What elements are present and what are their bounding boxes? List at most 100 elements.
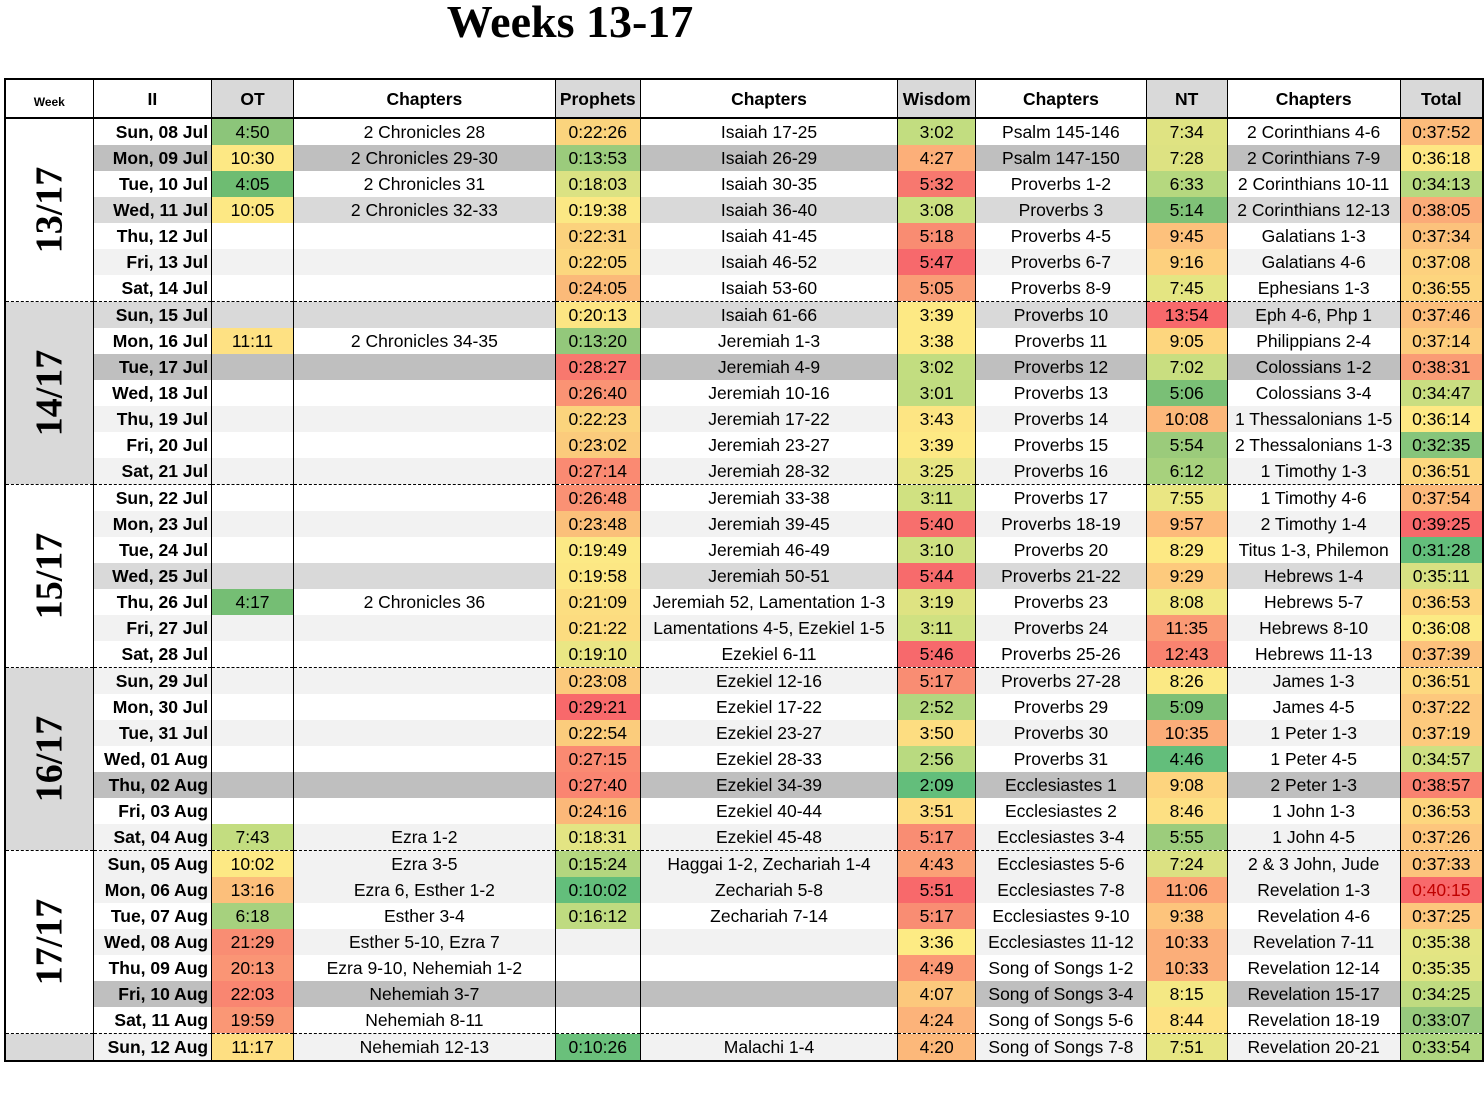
ot-chapters-cell	[292, 406, 556, 432]
nt-chapters-cell: 1 John 4-5	[1226, 824, 1401, 851]
ot-chapters-cell	[292, 484, 556, 511]
header-nt-chapters: Chapters	[1226, 79, 1401, 119]
ot-time-cell	[211, 772, 294, 798]
header-prophets-chapters: Chapters	[639, 79, 899, 119]
date-cell: Wed, 01 Aug	[92, 746, 213, 772]
ot-chapters-cell	[292, 667, 556, 694]
wisdom-chapters-cell: Proverbs 4-5	[975, 223, 1147, 249]
prophets-time-cell: 0:23:08	[554, 667, 641, 694]
prophets-time-cell: 0:19:38	[554, 197, 641, 223]
wisdom-time-cell: 4:07	[897, 981, 977, 1007]
day-row: Tue, 31 Jul 0:22:54 Ezekiel 23-27 3:50 Prove…	[5, 720, 1484, 746]
nt-chapters-cell: James 4-5	[1226, 694, 1401, 720]
wisdom-chapters-cell: Proverbs 15	[975, 432, 1147, 458]
nt-time-cell: 8:29	[1145, 537, 1228, 563]
ot-time-cell: 4:17	[211, 589, 294, 615]
ot-time-cell	[211, 275, 294, 302]
day-row: Tue, 24 Jul 0:19:49 Jeremiah 46-49 3:10 Prov…	[5, 537, 1484, 563]
total-time-cell: 0:33:54	[1399, 1033, 1484, 1061]
ot-chapters-cell: 2 Chronicles 32-33	[292, 197, 556, 223]
nt-chapters-cell: 2 Thessalonians 1-3	[1226, 432, 1401, 458]
ot-time-cell	[211, 301, 294, 328]
wisdom-time-cell: 4:49	[897, 955, 977, 981]
ot-chapters-cell	[292, 641, 556, 668]
total-time-cell: 0:34:47	[1399, 380, 1484, 406]
date-cell: Fri, 10 Aug	[92, 981, 213, 1007]
nt-chapters-cell: Ephesians 1-3	[1226, 275, 1401, 302]
day-row: Sat, 14 Jul 0:24:05 Isaiah 53-60 5:05 Prover…	[5, 275, 1484, 302]
wisdom-chapters-cell: Proverbs 25-26	[975, 641, 1147, 668]
nt-chapters-cell: 2 Corinthians 7-9	[1226, 145, 1401, 171]
ot-chapters-cell: Ezra 1-2	[292, 824, 556, 851]
nt-time-cell: 12:43	[1145, 641, 1228, 668]
nt-time-cell: 9:16	[1145, 249, 1228, 275]
nt-time-cell: 5:54	[1145, 432, 1228, 458]
ot-time-cell	[211, 380, 294, 406]
week-label-cell: 17/17	[4, 850, 94, 1034]
date-cell: Mon, 16 Jul	[92, 328, 213, 354]
total-time-cell: 0:38:57	[1399, 772, 1484, 798]
date-cell: Tue, 07 Aug	[92, 903, 213, 929]
prophets-time-cell: 0:20:13	[554, 301, 641, 328]
wisdom-chapters-cell: Song of Songs 1-2	[975, 955, 1147, 981]
prophets-chapters-cell: Ezekiel 45-48	[639, 824, 899, 851]
prophets-chapters-cell: Isaiah 41-45	[639, 223, 899, 249]
wisdom-time-cell: 3:36	[897, 929, 977, 955]
prophets-time-cell: 0:28:27	[554, 354, 641, 380]
date-cell: Tue, 31 Jul	[92, 720, 213, 746]
ot-time-cell: 10:02	[211, 850, 294, 877]
wisdom-chapters-cell: Proverbs 30	[975, 720, 1147, 746]
wisdom-chapters-cell: Proverbs 29	[975, 694, 1147, 720]
ot-time-cell	[211, 720, 294, 746]
total-time-cell: 0:37:34	[1399, 223, 1484, 249]
nt-time-cell: 10:33	[1145, 929, 1228, 955]
wisdom-time-cell: 3:50	[897, 720, 977, 746]
wisdom-time-cell: 5:18	[897, 223, 977, 249]
header-ot-chapters: Chapters	[292, 79, 556, 119]
prophets-chapters-cell: Ezekiel 6-11	[639, 641, 899, 668]
prophets-time-cell	[554, 981, 641, 1007]
nt-chapters-cell: James 1-3	[1226, 667, 1401, 694]
ot-time-cell	[211, 223, 294, 249]
ot-time-cell: 10:05	[211, 197, 294, 223]
wisdom-chapters-cell: Proverbs 21-22	[975, 563, 1147, 589]
total-time-cell: 0:38:31	[1399, 354, 1484, 380]
total-time-cell: 0:40:15	[1399, 877, 1484, 903]
day-row: Thu, 02 Aug 0:27:40 Ezekiel 34-39 2:09 Eccle…	[5, 772, 1484, 798]
ot-chapters-cell: 2 Chronicles 36	[292, 589, 556, 615]
header-nt: NT	[1145, 79, 1228, 119]
ot-chapters-cell	[292, 432, 556, 458]
nt-time-cell: 11:35	[1145, 615, 1228, 641]
wisdom-time-cell: 5:05	[897, 275, 977, 302]
total-time-cell: 0:37:25	[1399, 903, 1484, 929]
total-time-cell: 0:36:14	[1399, 406, 1484, 432]
header-total: Total	[1399, 79, 1484, 119]
date-cell: Sat, 14 Jul	[92, 275, 213, 302]
prophets-time-cell: 0:13:20	[554, 328, 641, 354]
prophets-chapters-cell: Ezekiel 34-39	[639, 772, 899, 798]
prophets-time-cell: 0:27:15	[554, 746, 641, 772]
ot-time-cell	[211, 615, 294, 641]
day-row: Fri, 10 Aug 22:03 Nehemiah 3-7 4:07 Song of …	[5, 981, 1484, 1007]
date-cell: Sun, 05 Aug	[92, 850, 213, 877]
wisdom-time-cell: 5:44	[897, 563, 977, 589]
prophets-time-cell: 0:18:31	[554, 824, 641, 851]
prophets-time-cell	[554, 955, 641, 981]
ot-time-cell: 13:16	[211, 877, 294, 903]
wisdom-chapters-cell: Song of Songs 5-6	[975, 1007, 1147, 1034]
nt-chapters-cell: Galatians 4-6	[1226, 249, 1401, 275]
wisdom-chapters-cell: Proverbs 27-28	[975, 667, 1147, 694]
nt-time-cell: 7:24	[1145, 850, 1228, 877]
wisdom-chapters-cell: Ecclesiastes 1	[975, 772, 1147, 798]
ot-chapters-cell: Nehemiah 8-11	[292, 1007, 556, 1034]
ot-time-cell	[211, 798, 294, 824]
ot-chapters-cell	[292, 772, 556, 798]
nt-chapters-cell: 2 Peter 1-3	[1226, 772, 1401, 798]
nt-chapters-cell: Revelation 7-11	[1226, 929, 1401, 955]
wisdom-chapters-cell: Ecclesiastes 2	[975, 798, 1147, 824]
nt-chapters-cell: Philippians 2-4	[1226, 328, 1401, 354]
wisdom-chapters-cell: Ecclesiastes 5-6	[975, 850, 1147, 877]
total-time-cell: 0:37:22	[1399, 694, 1484, 720]
day-row: 14/17 Sun, 15 Jul 0:20:13 Isaiah 61-66 3:39 P…	[4, 301, 1484, 485]
wisdom-time-cell: 3:02	[897, 354, 977, 380]
